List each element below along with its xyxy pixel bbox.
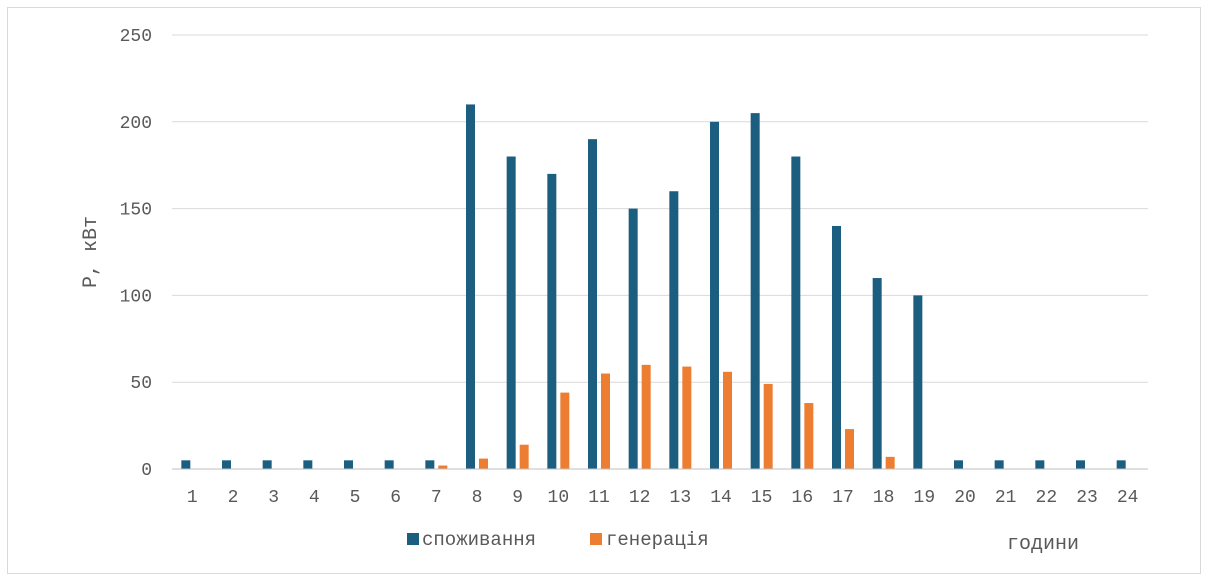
bar-consumption [181, 460, 191, 469]
y-tick-labels: 0 50 100 150 200 250 [120, 27, 152, 481]
x-tick-label: 16 [792, 488, 814, 508]
x-tick-label: 8 [472, 488, 483, 508]
x-axis-title: години [1007, 533, 1079, 556]
bar-generation [641, 364, 651, 469]
x-tick-label: 3 [268, 488, 279, 508]
bar-generation [804, 403, 814, 469]
legend-label-generation: генерація [606, 529, 709, 551]
bar-generation [519, 444, 529, 469]
bar-consumption [506, 156, 516, 469]
y-tick-label: 0 [141, 461, 152, 481]
y-tick-label: 100 [120, 287, 152, 307]
x-tick-label: 23 [1076, 488, 1098, 508]
bar-consumption [872, 278, 882, 469]
bar-consumption [954, 460, 963, 469]
bar-consumption [791, 156, 801, 469]
x-tick-label: 19 [914, 488, 936, 508]
bar-consumption [344, 460, 353, 469]
y-tick-label: 250 [120, 27, 152, 47]
x-tick-label: 1 [187, 488, 198, 508]
y-axis-title: P, кВт [80, 216, 103, 288]
x-tick-label: 24 [1117, 488, 1139, 508]
bar-generation [723, 371, 732, 469]
bar-consumption [1116, 460, 1126, 469]
bar-generation [845, 429, 854, 469]
bar-consumption [466, 104, 475, 469]
x-tick-label: 9 [512, 488, 523, 508]
bar-consumption [303, 460, 313, 469]
bar-consumption [913, 295, 923, 469]
bar-generation [601, 373, 610, 469]
bar-consumption [588, 139, 597, 469]
x-tick-label: 12 [629, 488, 651, 508]
y-tick-label: 50 [130, 374, 152, 394]
legend-swatch-consumption [407, 533, 419, 545]
x-tick-label: 10 [548, 488, 570, 508]
bar-consumption [832, 225, 841, 469]
x-tick-label: 2 [228, 488, 239, 508]
bar-consumption [547, 173, 557, 469]
bar-generation [438, 465, 448, 469]
x-tick-label: 14 [710, 488, 732, 508]
y-tick-label: 200 [120, 114, 152, 134]
gridlines [172, 34, 1148, 383]
bar-consumption [750, 113, 760, 470]
bar-generation [682, 366, 692, 469]
bar-generation [560, 392, 570, 469]
legend-label-consumption: споживання [422, 529, 536, 551]
legend-swatch-generation [590, 533, 602, 545]
legend: споживання генерація [407, 529, 709, 551]
bar-generation [885, 456, 895, 469]
x-tick-label: 17 [832, 488, 854, 508]
bar-consumption [1035, 460, 1045, 469]
bars [181, 104, 1126, 470]
x-tick-labels: 1 2 3 4 5 6 7 8 9 10 11 12 13 14 15 16 17 18 19 20 21 22 23 24 [187, 488, 1139, 508]
bar-generation [763, 383, 773, 469]
x-tick-label: 4 [309, 488, 320, 508]
x-tick-label: 20 [954, 488, 976, 508]
y-tick-label: 150 [120, 201, 152, 221]
bar-consumption [425, 460, 435, 469]
bar-consumption [222, 460, 231, 469]
bar-consumption [1076, 460, 1085, 469]
x-tick-label: 15 [751, 488, 773, 508]
bar-consumption [994, 460, 1004, 469]
bar-consumption [628, 208, 638, 469]
bar-consumption [262, 460, 272, 469]
x-tick-label: 18 [873, 488, 895, 508]
x-tick-label: 7 [431, 488, 442, 508]
x-tick-label: 5 [350, 488, 361, 508]
bar-consumption [384, 460, 394, 469]
bar-consumption [669, 191, 679, 470]
x-tick-label: 22 [1036, 488, 1058, 508]
x-tick-label: 6 [390, 488, 401, 508]
bar-consumption [710, 121, 719, 470]
x-tick-label: 13 [670, 488, 692, 508]
x-tick-label: 11 [588, 488, 610, 508]
bar-generation [479, 458, 488, 469]
x-tick-label: 21 [995, 488, 1017, 508]
chart-frame [7, 7, 1201, 574]
